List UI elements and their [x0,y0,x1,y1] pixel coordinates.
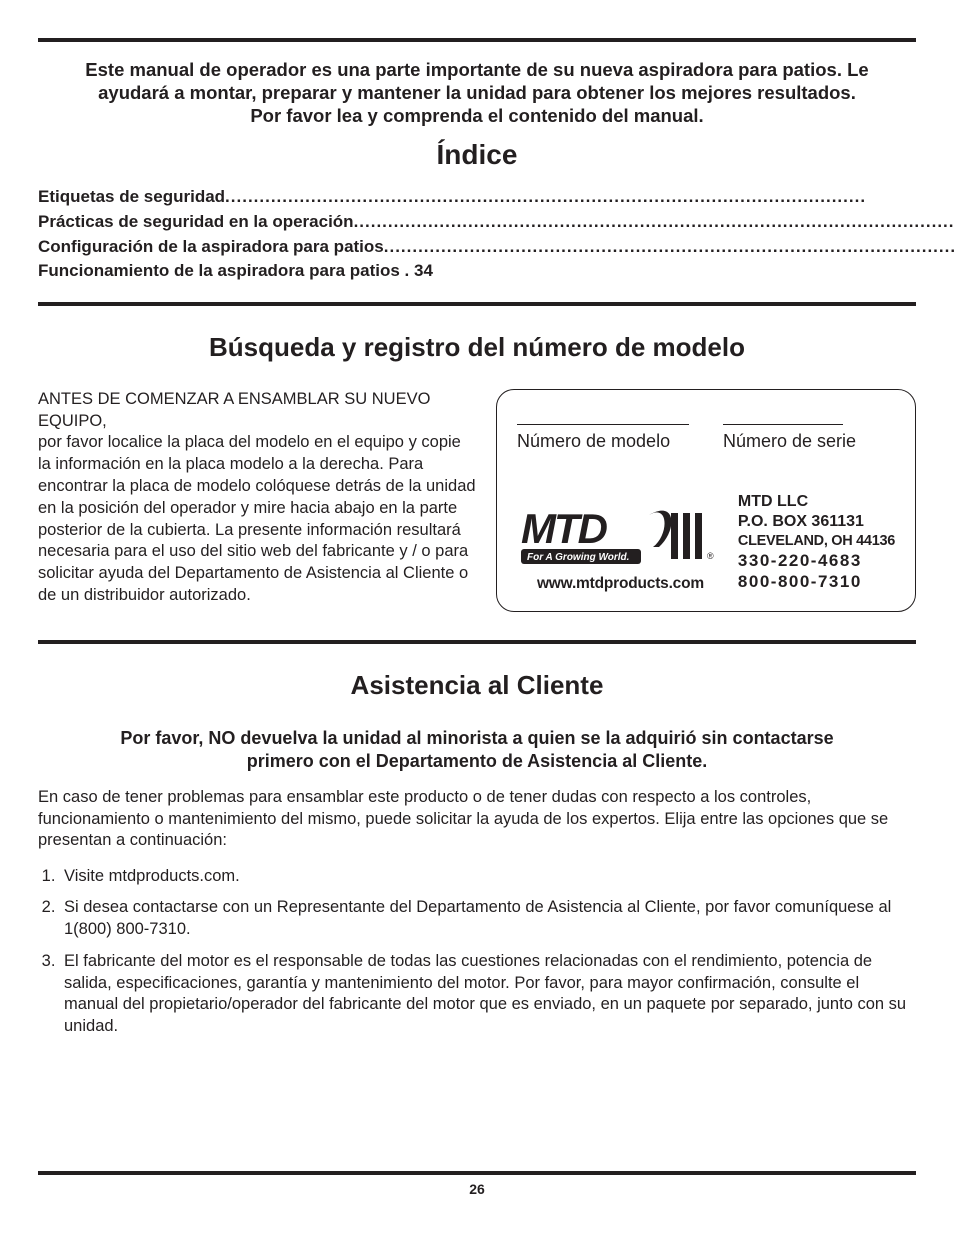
toc-leader-dots [384,235,954,260]
model-section-row: ANTES DE COMENZAR A ENSAMBLAR SU NUEVO E… [38,389,916,612]
section-rule [38,302,916,306]
model-lead: EQUIPO, [38,412,107,430]
assist-subheading: Por favor, NO devuelva la unidad al mino… [38,727,916,774]
assist-list: Visite mtdproducts.com. Si desea contacta… [38,866,916,1038]
toc-entry-label: Configuración de la aspiradora para pati… [38,235,384,260]
field-underline [723,424,843,425]
svg-text:For A Growing World.: For A Growing World. [527,552,629,563]
toc-leader-dots [225,185,954,210]
field-underline [517,424,689,425]
model-instructions: ANTES DE COMENZAR A ENSAMBLAR SU NUEVO E… [38,389,476,607]
toc-entry: Prácticas de seguridad en la operación28 [38,210,954,235]
mtd-logo-icon: MTD For A Growing World. ® [521,507,719,573]
assist-heading: Asistencia al Cliente [38,670,916,701]
toc-entry: Configuración de la aspiradora para pati… [38,235,954,260]
mtd-url: www.mtdproducts.com [517,575,724,593]
toc-entry-label: Prácticas de seguridad en la operación [38,210,354,235]
assist-list-item: Si desea contactarse con un Representant… [60,897,916,941]
toc-leader-dots [354,210,954,235]
model-number-label: Número de modelo [517,431,689,452]
assist-body: En caso de tener problemas para ensambla… [38,787,916,851]
intro-line: ayudará a montar, preparar y mantener la… [98,82,856,103]
table-of-contents: Etiquetas de seguridad27Prácticas de seg… [38,185,916,284]
svg-text:®: ® [707,551,714,561]
company-name: MTD LLC [738,492,895,512]
toc-column-left: Etiquetas de seguridad27Prácticas de seg… [38,185,954,284]
card-bottom: MTD For A Growing World. ® www.mtdproduc… [517,492,895,593]
intro-line: Por favor lea y comprenda el contenido d… [250,105,703,126]
model-lead: ANTES DE COMENZAR A ENSAMBLAR SU NUEVO [38,390,430,408]
toc-entry-label: Funcionamiento de la aspiradora para pat… [38,259,400,284]
serial-number-label: Número de serie [723,431,895,452]
assist-sub-line: primero con el Departamento de Asistenci… [247,751,707,771]
model-body: por favor localice la placa del modelo e… [38,433,476,603]
section-rule [38,640,916,644]
model-plate-card: Número de modelo Número de serie MTD For… [496,389,916,612]
page-number: 26 [38,1181,916,1197]
serial-number-field: Número de serie [723,424,895,452]
city-state-zip: CLEVELAND, OH 44136 [738,532,895,550]
model-number-field: Número de modelo [517,424,689,452]
mtd-logo-block: MTD For A Growing World. ® www.mtdproduc… [517,507,724,593]
phone-2: 800-800-7310 [738,571,895,592]
assist-sub-line: Por favor, NO devuelva la unidad al mino… [120,728,833,748]
toc-entry: Etiquetas de seguridad27 [38,185,954,210]
card-fields: Número de modelo Número de serie [517,424,895,452]
top-rule [38,38,916,42]
intro-line: Este manual de operador es una parte imp… [85,59,868,80]
page-footer: 26 [38,1171,916,1197]
footer-rule [38,1171,916,1175]
intro-paragraph: Este manual de operador es una parte imp… [38,58,916,127]
assist-list-item: El fabricante del motor es el responsabl… [60,951,916,1038]
mtd-address: MTD LLC P.O. BOX 361131 CLEVELAND, OH 44… [738,492,895,593]
assist-list-item: Visite mtdproducts.com. [60,866,916,888]
indice-heading: Índice [38,139,916,171]
model-section-heading: Búsqueda y registro del número de modelo [38,332,916,363]
toc-entry-label: Etiquetas de seguridad [38,185,225,210]
phone-1: 330-220-4683 [738,550,895,571]
po-box: P.O. BOX 361131 [738,512,895,532]
toc-entry-page: 34 [414,259,433,284]
toc-entry: Funcionamiento de la aspiradora para pat… [38,259,954,284]
svg-text:MTD: MTD [521,507,608,552]
